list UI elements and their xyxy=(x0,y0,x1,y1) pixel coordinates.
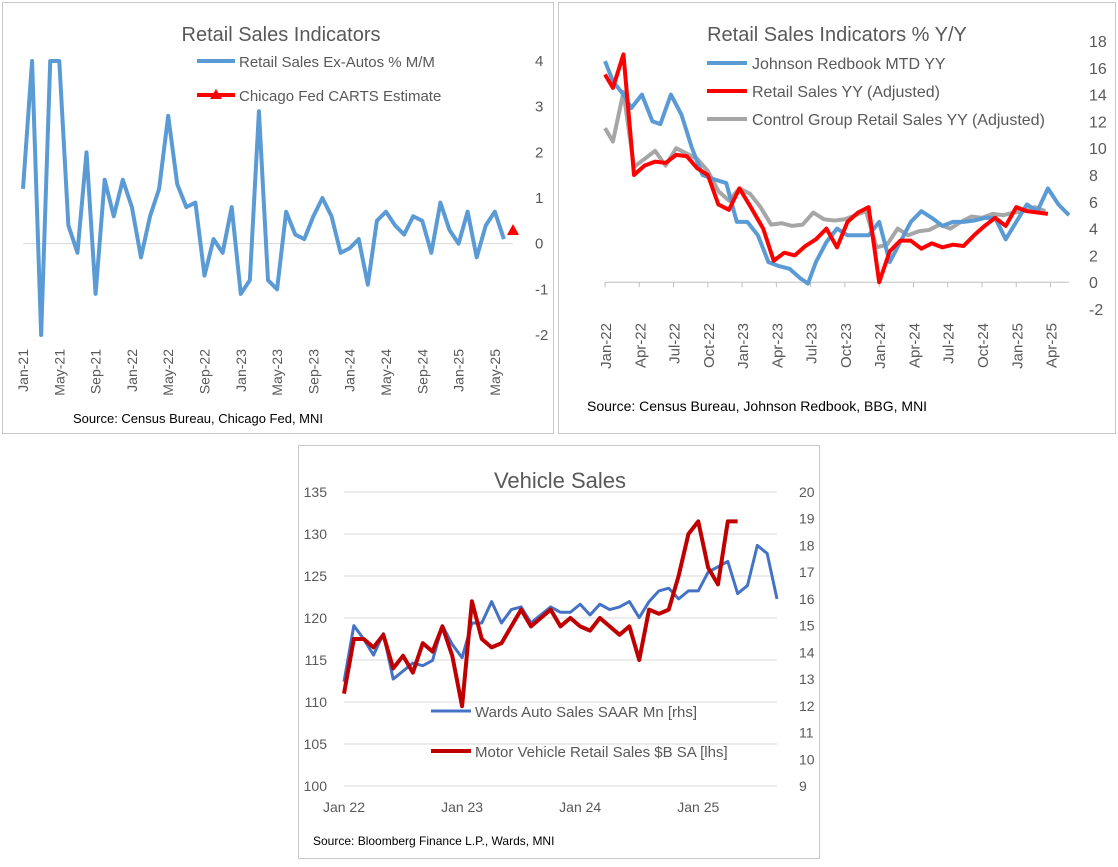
retail-sales-mom-chart: Retail Sales Indicators Retail Sales Ex-… xyxy=(2,2,554,434)
legend2-label-retail: Retail Sales YY (Adjusted) xyxy=(752,84,940,101)
chart3-ytick-left: 105 xyxy=(304,736,328,752)
chart2-xtick: Jan-24 xyxy=(872,323,889,369)
chart2-ytick: 16 xyxy=(1089,61,1107,78)
chart2-xtick: Oct-24 xyxy=(975,323,992,368)
retail-sales-yoy-chart: Retail Sales Indicators % Y/Y Johnson Re… xyxy=(558,2,1116,434)
chart2-xtick: Jan-22 xyxy=(598,323,615,369)
chart1-ytick: 4 xyxy=(535,53,543,70)
retail-sales-mom-svg: Retail Sales Indicators Retail Sales Ex-… xyxy=(15,24,548,426)
chart3-xtick: Jan 22 xyxy=(323,799,365,815)
chart2-ytick: 12 xyxy=(1089,114,1107,131)
chart1-xtick: Jan-21 xyxy=(15,349,31,392)
chart3-ytick-right: 12 xyxy=(799,698,815,714)
chart1-ytick: 1 xyxy=(535,190,543,207)
legend1-label-mom: Retail Sales Ex-Autos % M/M xyxy=(239,54,435,71)
chart3-ytick-left: 115 xyxy=(305,652,328,668)
vehicle-sales-svg: Vehicle Sales Wards Auto Sales SAAR Mn [… xyxy=(304,468,815,848)
chart1-xtick: Jan-25 xyxy=(451,349,467,392)
chart1-xtick: Sep-24 xyxy=(414,349,430,394)
chart1-xtick: May-23 xyxy=(269,349,285,396)
chart2-xtick: Apr-25 xyxy=(1044,323,1061,368)
chart2-xtick: Jul-22 xyxy=(667,323,684,364)
chart1-carts-marker xyxy=(507,223,519,235)
legend2-label-control: Control Group Retail Sales YY (Adjusted) xyxy=(752,112,1045,129)
chart1-xtick: Sep-21 xyxy=(88,349,104,394)
chart2-ytick: -2 xyxy=(1089,302,1103,319)
chart3-ytick-right: 13 xyxy=(799,671,815,687)
legend2-label-redbook: Johnson Redbook MTD YY xyxy=(752,56,946,73)
chart3-ytick-right: 11 xyxy=(799,725,814,741)
chart2-xtick: Apr-22 xyxy=(632,323,649,368)
chart3-ytick-right: 16 xyxy=(799,591,815,607)
chart1-xtick: Jan-24 xyxy=(342,349,358,392)
chart2-xtick: Jan-23 xyxy=(735,323,752,369)
chart2-xtick: Apr-24 xyxy=(906,323,923,368)
chart1-xtick: Sep-23 xyxy=(305,349,321,394)
chart3-ytick-right: 17 xyxy=(799,564,815,580)
chart1-ytick: 3 xyxy=(535,99,543,116)
chart3-ytick-left: 100 xyxy=(304,778,328,794)
chart3-ytick-left: 125 xyxy=(304,568,328,584)
chart2-xtick: Jan-25 xyxy=(1009,323,1026,369)
chart2-ytick: 8 xyxy=(1089,168,1098,185)
chart2-xtick: Apr-23 xyxy=(769,323,786,368)
chart3-ytick-left: 135 xyxy=(304,484,328,500)
chart3-xtick: Jan 25 xyxy=(677,799,719,815)
chart3-ytick-right: 18 xyxy=(799,537,815,553)
chart2-series-retail xyxy=(603,52,1049,285)
chart3-ytick-right: 15 xyxy=(799,618,815,634)
chart3-ytick-right: 14 xyxy=(799,644,815,660)
chart3-ytick-right: 9 xyxy=(799,778,807,794)
chart2-ytick: 14 xyxy=(1089,88,1107,105)
chart3-ytick-left: 120 xyxy=(304,610,328,626)
vehicle-sales-chart: Vehicle Sales Wards Auto Sales SAAR Mn [… xyxy=(298,445,820,859)
legend3-label-motor: Motor Vehicle Retail Sales $B SA [lhs] xyxy=(475,744,728,761)
legend1-marker-carts xyxy=(210,89,222,99)
chart3-title: Vehicle Sales xyxy=(494,468,626,493)
chart3-ytick-right: 19 xyxy=(799,511,815,527)
chart1-ytick: -1 xyxy=(535,281,548,298)
chart2-ytick: 0 xyxy=(1089,275,1098,292)
chart2-ytick: 4 xyxy=(1089,222,1098,239)
chart2-ytick: 2 xyxy=(1089,248,1098,265)
chart3-xtick: Jan 24 xyxy=(559,799,601,815)
chart2-xtick: Oct-22 xyxy=(701,323,718,368)
retail-sales-yoy-svg: Retail Sales Indicators % Y/Y Johnson Re… xyxy=(587,24,1107,414)
legend1-label-carts: Chicago Fed CARTS Estimate xyxy=(239,88,441,105)
chart1-xtick: May-21 xyxy=(51,349,67,396)
chart1-ytick: 2 xyxy=(535,144,543,161)
chart2-source: Source: Census Bureau, Johnson Redbook, … xyxy=(587,398,927,414)
chart2-xtick: Oct-23 xyxy=(838,323,855,368)
chart2-ytick: 6 xyxy=(1089,195,1098,212)
chart2-series-control xyxy=(603,89,1046,250)
chart1-xtick: May-25 xyxy=(487,349,503,396)
chart2-title: Retail Sales Indicators % Y/Y xyxy=(707,24,967,46)
chart3-ytick-left: 130 xyxy=(304,526,328,542)
chart1-xtick: Sep-22 xyxy=(196,349,212,394)
chart3-source: Source: Bloomberg Finance L.P., Wards, M… xyxy=(313,834,554,848)
chart3-series-wards xyxy=(342,543,779,683)
chart1-title: Retail Sales Indicators xyxy=(182,24,381,46)
chart3-ytick-left: 110 xyxy=(305,694,328,710)
chart3-xtick: Jan 23 xyxy=(441,799,483,815)
chart1-ytick: 0 xyxy=(535,236,543,253)
chart1-ytick: -2 xyxy=(535,327,548,344)
legend3-label-wards: Wards Auto Sales SAAR Mn [rhs] xyxy=(475,704,697,721)
chart1-xtick: May-22 xyxy=(160,349,176,396)
chart3-ytick-right: 10 xyxy=(799,751,815,767)
chart2-xtick: Jul-23 xyxy=(804,323,821,364)
chart1-xtick: Jan-23 xyxy=(233,349,249,392)
chart1-series-mom xyxy=(21,59,506,337)
chart1-source: Source: Census Bureau, Chicago Fed, MNI xyxy=(73,411,323,426)
chart3-ytick-right: 20 xyxy=(799,484,815,500)
chart3-series-motor xyxy=(342,519,738,709)
chart2-ytick: 10 xyxy=(1089,141,1107,158)
chart2-ytick: 18 xyxy=(1089,34,1107,51)
chart1-xtick: Jan-22 xyxy=(124,349,140,392)
chart1-xtick: May-24 xyxy=(378,349,394,396)
chart2-xtick: Jul-24 xyxy=(941,323,958,364)
